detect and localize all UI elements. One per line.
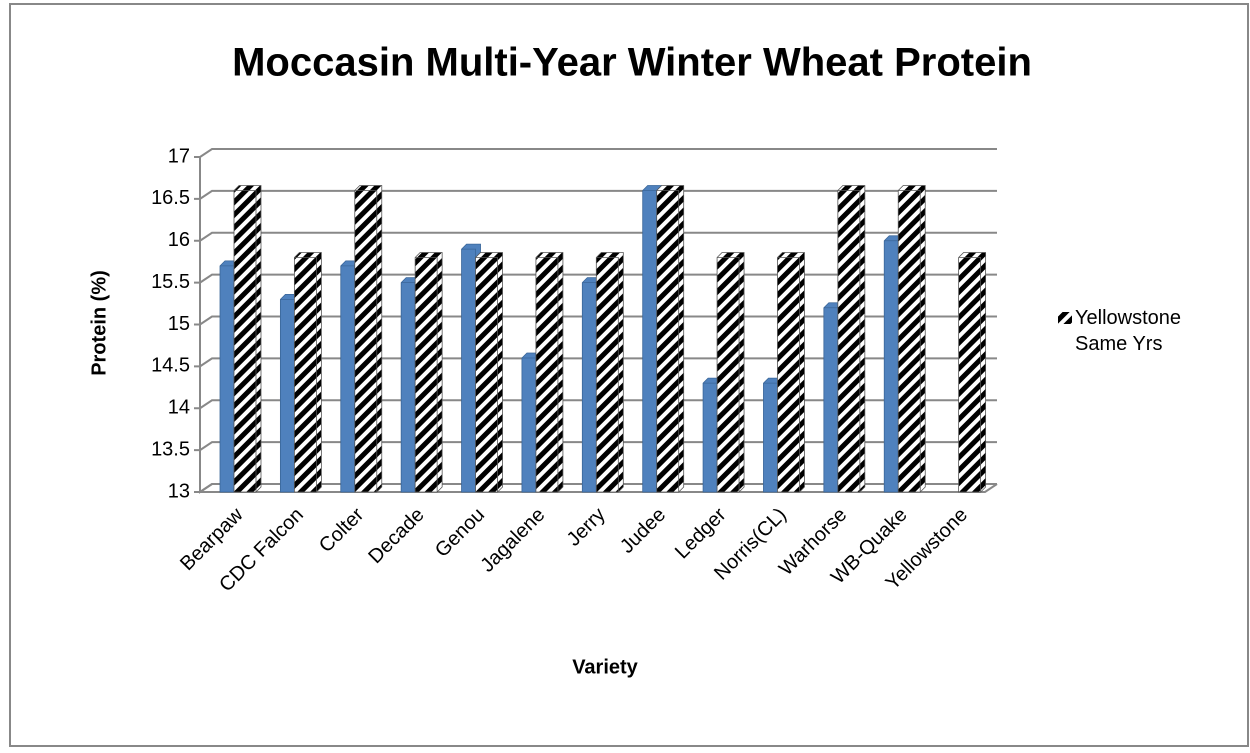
y-tick-label: 14.5 [151, 355, 190, 377]
y-tick-label: 17 [168, 145, 190, 167]
x-axis-title: Variety [572, 656, 638, 678]
y-tick-label: 16 [168, 229, 190, 251]
bar [656, 185, 685, 493]
chart-border [9, 3, 1249, 747]
bar [354, 185, 383, 493]
bar [716, 252, 745, 493]
y-tick-label: 16.5 [151, 187, 190, 209]
bar [777, 252, 805, 493]
y-tick-label: 15 [168, 313, 190, 335]
legend-label: Yellowstone Same Yrs [1075, 307, 1182, 355]
bar [414, 252, 443, 493]
grid-line [199, 148, 997, 158]
y-tick-label: 13.5 [151, 438, 190, 460]
y-tick-label: 14 [168, 397, 190, 419]
bar [535, 252, 564, 493]
y-tick-label: 15.5 [151, 271, 190, 293]
bar [595, 252, 624, 493]
bar [897, 185, 926, 493]
bar [293, 252, 322, 493]
bar [233, 185, 262, 493]
grid-line [199, 189, 997, 200]
chart-title: Moccasin Multi-Year Winter Wheat Protein [232, 41, 1032, 85]
bar [475, 252, 503, 493]
bar [958, 252, 987, 493]
bar [837, 185, 866, 493]
y-axis-title: Protein (%) [88, 270, 110, 376]
grid-line [199, 231, 997, 242]
y-tick-label: 13 [168, 480, 190, 502]
legend-swatch [1058, 312, 1072, 324]
